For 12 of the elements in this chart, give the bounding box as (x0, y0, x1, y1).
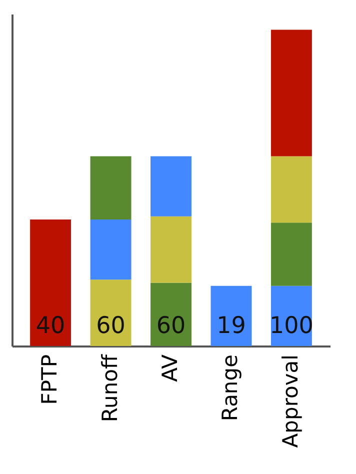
x-tick-label: AV (158, 354, 182, 382)
bar (270, 30, 312, 156)
x-tick-label: Range (218, 354, 242, 422)
x-tick-label: Approval (278, 354, 302, 448)
bar (210, 286, 252, 346)
total-label: 40 (36, 313, 66, 339)
x-tick-label: Runoff (98, 354, 122, 422)
x-tick-label: FPTP (38, 354, 62, 405)
total-label: 100 (270, 313, 314, 339)
total-label: 60 (96, 313, 126, 339)
total-label: 60 (156, 313, 186, 339)
total-label: 19 (216, 313, 246, 339)
